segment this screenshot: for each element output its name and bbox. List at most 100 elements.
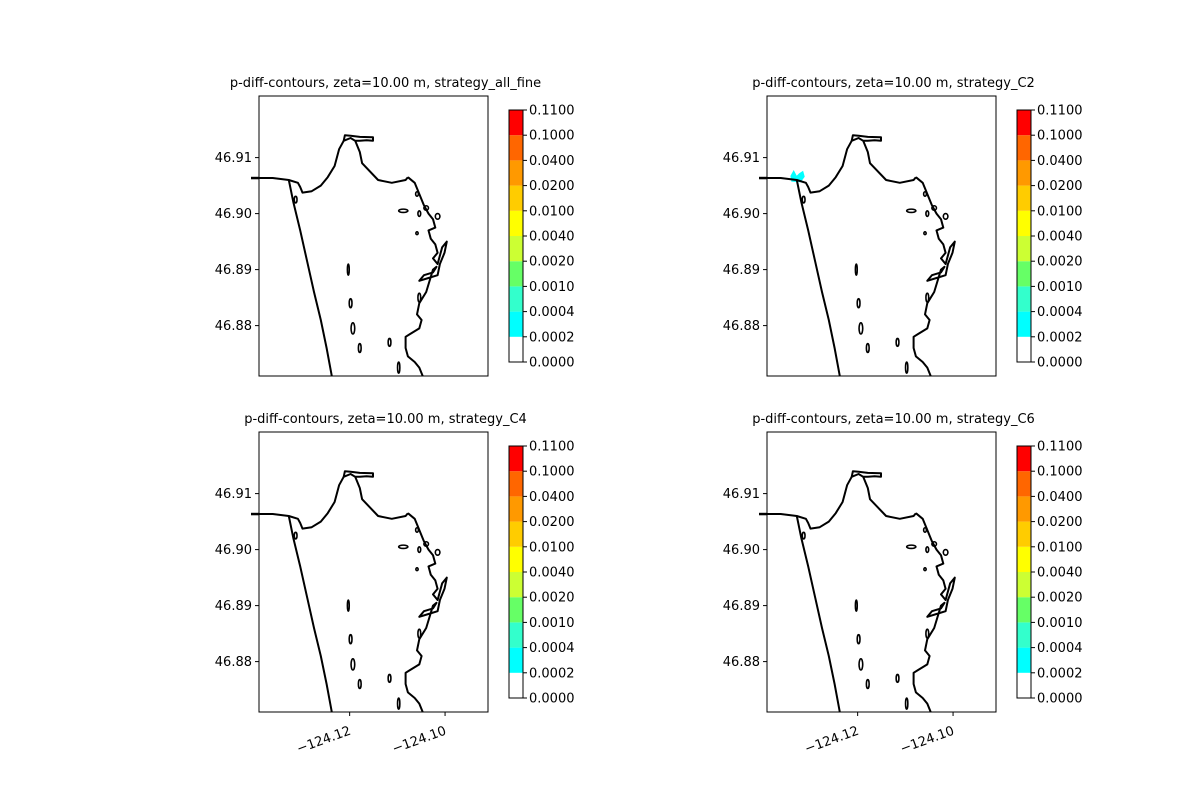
island-outline xyxy=(423,540,430,548)
island-outline xyxy=(865,678,870,690)
island-outline xyxy=(387,673,392,684)
y-tick-label: 46.88 xyxy=(215,655,252,670)
colorbar-tick-label: 0.1000 xyxy=(1037,129,1083,144)
island-outline xyxy=(801,531,806,540)
colorbar: 0.0000 0.0002 0.0004 0.0010 0.0020 0.0040 0.01… xyxy=(508,104,575,371)
island-outline xyxy=(942,548,949,557)
colorbar-tick-label: 0.0010 xyxy=(529,280,575,295)
colorbar-band xyxy=(1017,311,1031,337)
colorbar-tick-label: 0.0000 xyxy=(529,692,575,707)
axes-frame xyxy=(258,95,489,377)
colorbar-tick-label: 0.1100 xyxy=(529,440,575,455)
panel-2: p-diff-contours, zeta=10.00 m, strategy_… xyxy=(723,76,1083,377)
island-outline xyxy=(346,263,351,276)
island-outline xyxy=(904,361,909,374)
island-outline xyxy=(858,658,864,671)
y-tick-label: 46.90 xyxy=(215,543,252,558)
island-outline xyxy=(942,212,949,220)
colorbar-tick-label: 0.1000 xyxy=(529,129,575,144)
y-tick-label: 46.91 xyxy=(215,151,252,166)
colorbar-band xyxy=(1017,336,1031,362)
panel-title: p-diff-contours, zeta=10.00 m, strategy_… xyxy=(230,76,541,91)
panel-3: p-diff-contours, zeta=10.00 m, strategy_… xyxy=(215,412,575,757)
colorbar-tick-label: 0.0020 xyxy=(1037,255,1083,270)
colorbar-band xyxy=(509,110,523,136)
island-outline xyxy=(904,697,909,710)
island-outline xyxy=(348,633,353,645)
island-outline xyxy=(350,321,356,335)
colorbar-tick-label: 0.0400 xyxy=(1037,490,1083,505)
colorbar-tick-label: 0.0200 xyxy=(1037,515,1083,530)
island-outline xyxy=(357,678,362,690)
colorbar-tick-label: 0.0000 xyxy=(1037,692,1083,707)
colorbar-band xyxy=(509,286,523,312)
island-outline xyxy=(357,342,362,354)
colorbar-band xyxy=(1017,135,1031,161)
colorbar: 0.0000 0.0002 0.0004 0.0010 0.0020 0.0040 0.01… xyxy=(508,440,575,707)
colorbar-band xyxy=(1017,546,1031,572)
colorbar-band xyxy=(509,521,523,547)
y-tick-label: 46.89 xyxy=(723,599,760,614)
colorbar-band xyxy=(509,135,523,161)
coastline xyxy=(767,470,956,712)
colorbar-band xyxy=(1017,446,1031,472)
island-outline xyxy=(922,190,928,198)
island-outline xyxy=(856,297,861,309)
island-outline xyxy=(396,361,401,374)
colorbar-band xyxy=(1017,597,1031,623)
island-outline xyxy=(931,204,938,212)
island-outline xyxy=(293,531,298,540)
x-tick-label: −124.12 xyxy=(295,724,353,757)
island-outline xyxy=(434,548,441,557)
colorbar-tick-label: 0.0000 xyxy=(529,356,575,371)
colorbar-band xyxy=(509,672,523,698)
colorbar-tick-label: 0.0100 xyxy=(529,540,575,555)
colorbar-band xyxy=(509,446,523,472)
colorbar-band xyxy=(509,210,523,236)
colorbar-band xyxy=(509,336,523,362)
colorbar-tick-label: 0.0002 xyxy=(1037,666,1083,681)
y-tick-label: 46.88 xyxy=(723,319,760,334)
x-tick-label: −124.12 xyxy=(803,724,861,757)
axes-frame xyxy=(258,431,489,713)
colorbar-tick-label: 0.0040 xyxy=(1037,566,1083,581)
colorbar-band xyxy=(509,311,523,337)
colorbar-tick-label: 0.1100 xyxy=(1037,104,1083,119)
island-outline xyxy=(414,190,420,198)
y-tick-label: 46.89 xyxy=(215,263,252,278)
colorbar-band xyxy=(509,546,523,572)
colorbar-tick-label: 0.0002 xyxy=(1037,330,1083,345)
colorbar-tick-label: 0.1100 xyxy=(529,104,575,119)
colorbar-tick-label: 0.0040 xyxy=(1037,230,1083,245)
island-outline xyxy=(417,628,422,639)
colorbar-tick-label: 0.1000 xyxy=(529,465,575,480)
axes-frame xyxy=(766,431,997,713)
island-outline xyxy=(905,208,917,214)
y-tick-label: 46.89 xyxy=(215,599,252,614)
colorbar-band xyxy=(509,496,523,522)
y-tick-label: 46.91 xyxy=(723,487,760,502)
x-tick-label: −124.10 xyxy=(898,724,956,757)
colorbar-band xyxy=(509,185,523,211)
island-outline xyxy=(417,545,422,554)
island-outline xyxy=(925,210,930,218)
island-outline xyxy=(423,204,430,212)
panel-1: p-diff-contours, zeta=10.00 m, strategy_… xyxy=(215,76,575,377)
panel-4: p-diff-contours, zeta=10.00 m, strategy_… xyxy=(723,412,1083,757)
island-outline xyxy=(396,697,401,710)
coastline xyxy=(767,134,956,376)
y-tick-label: 46.89 xyxy=(723,263,760,278)
colorbar-band xyxy=(1017,185,1031,211)
colorbar-band xyxy=(509,471,523,497)
colorbar-tick-label: 0.0002 xyxy=(529,330,575,345)
island-outline xyxy=(858,321,864,335)
island-outline xyxy=(923,231,927,236)
colorbar-band xyxy=(1017,622,1031,648)
island-outline xyxy=(350,658,356,671)
coastline xyxy=(259,134,448,376)
y-tick-label: 46.90 xyxy=(723,543,760,558)
island-outline xyxy=(348,297,353,309)
colorbar-band xyxy=(509,597,523,623)
colorbar: 0.0000 0.0002 0.0004 0.0010 0.0020 0.0040 0.01… xyxy=(1016,104,1083,371)
